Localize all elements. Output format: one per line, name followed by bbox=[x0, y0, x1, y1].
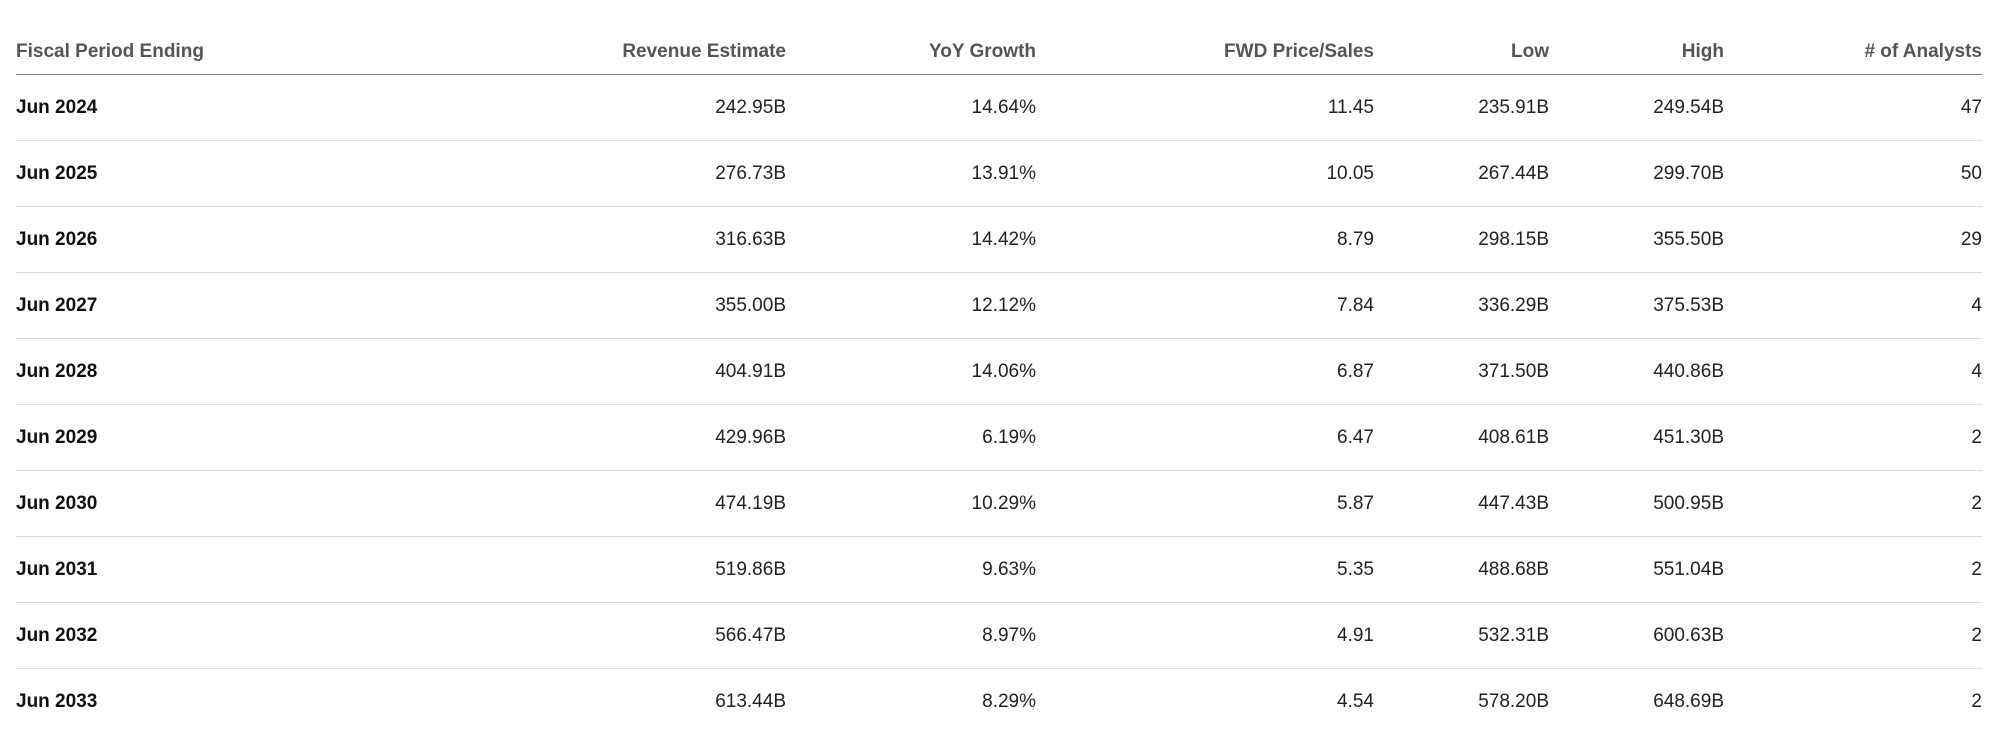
yoy-growth-cell: 10.29% bbox=[786, 470, 1036, 537]
fiscal-period-cell: Jun 2025 bbox=[16, 140, 446, 207]
revenue-estimate-cell: 355.00B bbox=[446, 272, 786, 339]
revenue-estimate-cell: 276.73B bbox=[446, 140, 786, 207]
fiscal-period-cell: Jun 2024 bbox=[16, 74, 446, 141]
high-cell: 375.53B bbox=[1549, 272, 1724, 339]
table-row: Jun 2024 242.95B 14.64% 11.45 235.91B 249.54B… bbox=[16, 74, 1982, 141]
fiscal-period-cell: Jun 2027 bbox=[16, 272, 446, 339]
table-row: Jun 2028 404.91B 14.06% 6.87 371.50B 440.86B 4 bbox=[16, 338, 1982, 405]
header-revenue-estimate[interactable]: Revenue Estimate bbox=[446, 30, 786, 75]
table-row: Jun 2030 474.19B 10.29% 5.87 447.43B 500.95B 2 bbox=[16, 470, 1982, 537]
num-analysts-cell: 29 bbox=[1724, 206, 1982, 273]
fiscal-period-cell: Jun 2028 bbox=[16, 338, 446, 405]
fwd-price-sales-cell: 11.45 bbox=[1036, 74, 1374, 141]
revenue-estimate-cell: 242.95B bbox=[446, 74, 786, 141]
num-analysts-cell: 2 bbox=[1724, 536, 1982, 603]
header-yoy-growth[interactable]: YoY Growth bbox=[786, 30, 1036, 75]
yoy-growth-cell: 8.97% bbox=[786, 602, 1036, 669]
fiscal-period-cell: Jun 2026 bbox=[16, 206, 446, 273]
header-num-analysts[interactable]: # of Analysts bbox=[1724, 30, 1982, 75]
low-cell: 267.44B bbox=[1374, 140, 1549, 207]
yoy-growth-cell: 13.91% bbox=[786, 140, 1036, 207]
high-cell: 299.70B bbox=[1549, 140, 1724, 207]
fwd-price-sales-cell: 6.87 bbox=[1036, 338, 1374, 405]
yoy-growth-cell: 6.19% bbox=[786, 404, 1036, 471]
header-row: Fiscal Period Ending Revenue Estimate Yo… bbox=[16, 30, 1982, 75]
table-row: Jun 2026 316.63B 14.42% 8.79 298.15B 355.50B 2… bbox=[16, 206, 1982, 273]
yoy-growth-cell: 14.64% bbox=[786, 74, 1036, 141]
high-cell: 451.30B bbox=[1549, 404, 1724, 471]
fwd-price-sales-cell: 6.47 bbox=[1036, 404, 1374, 471]
num-analysts-cell: 4 bbox=[1724, 272, 1982, 339]
yoy-growth-cell: 8.29% bbox=[982, 690, 1036, 712]
header-fiscal-period-ending[interactable]: Fiscal Period Ending bbox=[16, 30, 446, 75]
fiscal-period-cell: Jun 2033 bbox=[16, 690, 98, 712]
revenue-estimate-cell: 613.44B bbox=[715, 690, 786, 712]
high-cell: 500.95B bbox=[1549, 470, 1724, 537]
low-cell: 235.91B bbox=[1374, 74, 1549, 141]
fwd-price-sales-cell: 4.54 bbox=[1337, 690, 1374, 712]
num-analysts-cell: 2 bbox=[1724, 470, 1982, 537]
fiscal-period-cell: Jun 2032 bbox=[16, 602, 446, 669]
fwd-price-sales-cell: 10.05 bbox=[1036, 140, 1374, 207]
revenue-estimate-cell: 316.63B bbox=[446, 206, 786, 273]
fiscal-period-cell: Jun 2030 bbox=[16, 470, 446, 537]
header-fwd-price-sales[interactable]: FWD Price/Sales bbox=[1036, 30, 1374, 75]
header-high[interactable]: High bbox=[1549, 30, 1724, 75]
num-analysts-cell: 2 bbox=[1724, 404, 1982, 471]
revenue-estimate-cell: 404.91B bbox=[446, 338, 786, 405]
fwd-price-sales-cell: 4.91 bbox=[1036, 602, 1374, 669]
yoy-growth-cell: 14.42% bbox=[786, 206, 1036, 273]
num-analysts-cell: 4 bbox=[1724, 338, 1982, 405]
low-cell: 447.43B bbox=[1374, 470, 1549, 537]
table-row: Jun 2029 429.96B 6.19% 6.47 408.61B 451.30B 2 bbox=[16, 404, 1982, 471]
low-cell: 336.29B bbox=[1374, 272, 1549, 339]
table-header: Fiscal Period Ending Revenue Estimate Yo… bbox=[16, 30, 1982, 75]
table-row: Jun 2031 519.86B 9.63% 5.35 488.68B 551.04B 2 bbox=[16, 536, 1982, 603]
low-cell: 532.31B bbox=[1374, 602, 1549, 669]
revenue-estimates-table-container: Fiscal Period Ending Revenue Estimate Yo… bbox=[16, 30, 1982, 734]
revenue-estimate-cell: 519.86B bbox=[446, 536, 786, 603]
high-cell: 648.69B bbox=[1653, 690, 1724, 712]
header-low[interactable]: Low bbox=[1374, 30, 1549, 75]
high-cell: 551.04B bbox=[1549, 536, 1724, 603]
table-row: Jun 2032 566.47B 8.97% 4.91 532.31B 600.63B 2 bbox=[16, 602, 1982, 669]
num-analysts-cell: 2 bbox=[1724, 602, 1982, 669]
table-body: Jun 2024 242.95B 14.64% 11.45 235.91B 249.54B… bbox=[16, 74, 1982, 735]
revenue-estimate-cell: 566.47B bbox=[446, 602, 786, 669]
high-cell: 249.54B bbox=[1549, 74, 1724, 141]
num-analysts-cell: 2 bbox=[1971, 690, 1982, 712]
revenue-estimate-cell: 429.96B bbox=[446, 404, 786, 471]
fwd-price-sales-cell: 8.79 bbox=[1036, 206, 1374, 273]
fwd-price-sales-cell: 7.84 bbox=[1036, 272, 1374, 339]
low-cell: 371.50B bbox=[1374, 338, 1549, 405]
high-cell: 600.63B bbox=[1549, 602, 1724, 669]
table-row: Jun 2025 276.73B 13.91% 10.05 267.44B 299.70B… bbox=[16, 140, 1982, 207]
revenue-estimate-cell: 474.19B bbox=[446, 470, 786, 537]
table-row: Jun 2027 355.00B 12.12% 7.84 336.29B 375.53B 4 bbox=[16, 272, 1982, 339]
table-row: Jun 2033 613.44B 8.29% 4.54 578.20B 648.69B 2 bbox=[16, 669, 1982, 735]
low-cell: 578.20B bbox=[1478, 690, 1549, 712]
revenue-estimates-table: Fiscal Period Ending Revenue Estimate Yo… bbox=[16, 30, 1982, 734]
yoy-growth-cell: 12.12% bbox=[786, 272, 1036, 339]
num-analysts-cell: 50 bbox=[1724, 140, 1982, 207]
yoy-growth-cell: 9.63% bbox=[786, 536, 1036, 603]
high-cell: 355.50B bbox=[1549, 206, 1724, 273]
yoy-growth-cell: 14.06% bbox=[786, 338, 1036, 405]
fiscal-period-cell: Jun 2031 bbox=[16, 536, 446, 603]
fwd-price-sales-cell: 5.35 bbox=[1036, 536, 1374, 603]
high-cell: 440.86B bbox=[1549, 338, 1724, 405]
num-analysts-cell: 47 bbox=[1724, 74, 1982, 141]
fiscal-period-cell: Jun 2029 bbox=[16, 404, 446, 471]
low-cell: 488.68B bbox=[1374, 536, 1549, 603]
fwd-price-sales-cell: 5.87 bbox=[1036, 470, 1374, 537]
low-cell: 298.15B bbox=[1374, 206, 1549, 273]
low-cell: 408.61B bbox=[1374, 404, 1549, 471]
